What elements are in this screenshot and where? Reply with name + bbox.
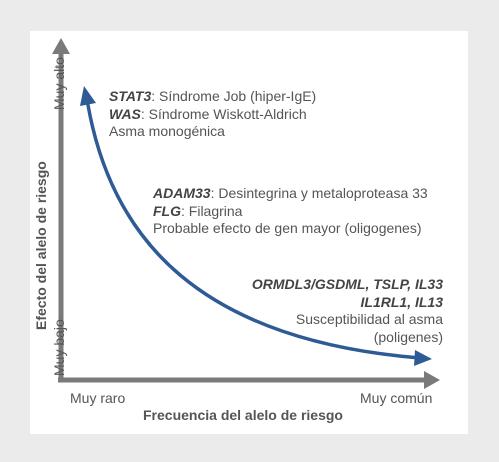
polygenic-label: Susceptibilidad al asma <box>295 311 443 327</box>
curve-arrowhead-top <box>80 86 96 106</box>
polygenic-annotation: ORMDL3/GSDML, TSLP, IL33 IL1RL1, IL13 Su… <box>252 276 443 346</box>
gene-adam33: ADAM33 <box>153 185 211 201</box>
oligogenic-annotation: ADAM33: Desintegrina y metaloproteasa 33… <box>153 185 428 238</box>
monogenic-label: Asma monogénica <box>109 123 225 139</box>
x-axis-title: Frecuencia del alelo de riesgo <box>143 407 343 423</box>
x-axis-arrowhead <box>424 371 440 389</box>
gene-stat3: STAT3 <box>109 88 152 104</box>
effect-frequency-curve <box>86 103 422 360</box>
x-high-label: Muy común <box>360 390 433 406</box>
gene-flg: FLG <box>153 202 181 219</box>
y-axis-title: Efecto del alelo de riesgo <box>33 161 49 330</box>
diagram-panel <box>30 31 468 434</box>
genes-polygenic-line2: IL1RL1, IL13 <box>360 293 443 310</box>
adam33-description: : Desintegrina y metaloproteasa 33 <box>210 185 428 201</box>
was-description: : Síndrome Wiskott-Aldrich <box>140 105 307 122</box>
stat3-description: : Síndrome Job (hiper-IgE) <box>151 88 317 104</box>
y-low-label: Muy bajo <box>51 319 67 376</box>
x-low-label: Muy raro <box>70 390 126 406</box>
gene-was: WAS <box>109 105 141 122</box>
oligogenic-label: Probable efecto de gen mayor (oligogenes… <box>153 220 422 236</box>
flg-description: : Filagrina <box>181 202 243 219</box>
y-high-label: Muy alto <box>51 57 67 110</box>
genes-polygenic-line1: ORMDL3/GSDML, TSLP, IL33 <box>251 276 443 292</box>
polygenic-sublabel: (poligenes) <box>373 328 443 345</box>
y-axis-arrowhead <box>52 38 70 54</box>
curve-arrowhead-bottom <box>414 350 432 366</box>
monogenic-annotation: STAT3: Síndrome Job (hiper-IgE) WAS: Sín… <box>109 88 316 141</box>
